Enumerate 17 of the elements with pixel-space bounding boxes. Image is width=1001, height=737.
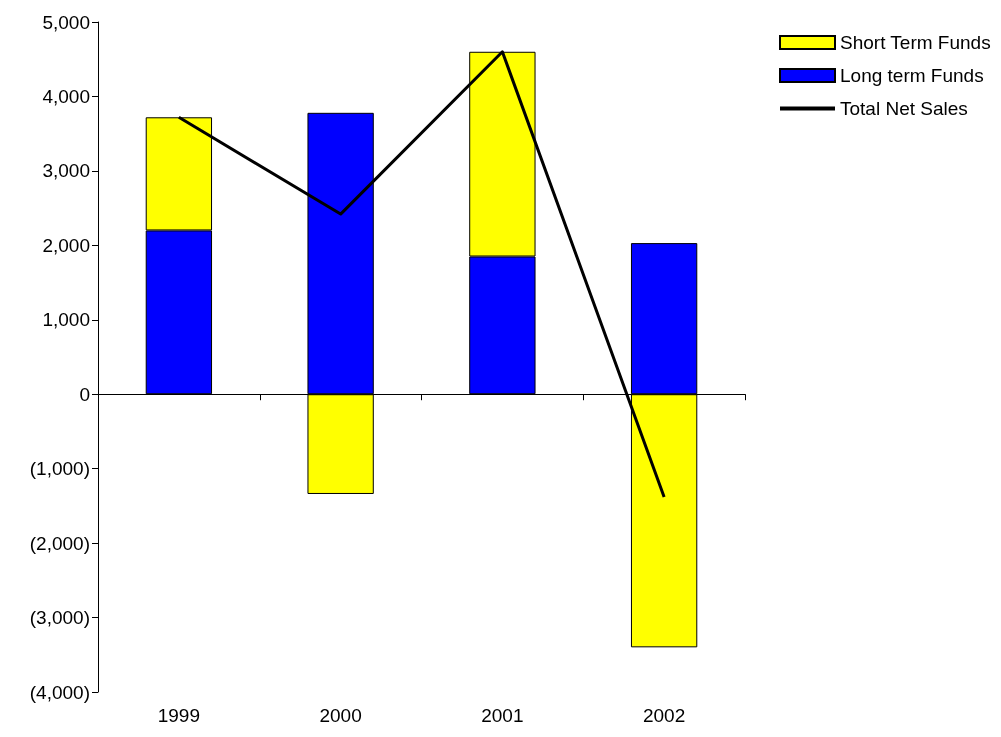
x-tick-label: 2000 [319, 705, 362, 726]
y-tick-label: 4,000 [42, 85, 90, 107]
y-tick-label: 0 [79, 383, 90, 405]
y-tick-label: (3,000) [29, 607, 90, 629]
legend-label: Total Net Sales [840, 98, 968, 119]
x-tick-label: 2002 [642, 705, 686, 726]
x-tick-label: 2001 [481, 705, 524, 726]
legend-label: Short Term Funds [840, 32, 991, 53]
legend-label: Long term Funds [840, 65, 984, 86]
y-tick-label: 5,000 [42, 11, 90, 33]
y-tick-label: (1,000) [29, 458, 90, 480]
x-tick-label: 1999 [157, 705, 201, 726]
y-tick-label: 3,000 [42, 160, 90, 182]
y-tick-label: (4,000) [29, 681, 90, 703]
y-tick-label: 1,000 [42, 309, 90, 331]
y-tick-label: 2,000 [42, 234, 90, 256]
y-tick-label: (2,000) [29, 532, 90, 554]
